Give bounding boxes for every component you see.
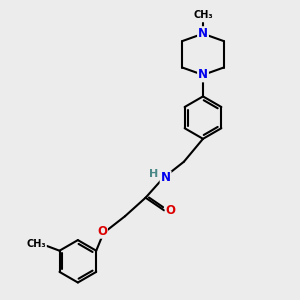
Text: O: O (166, 205, 176, 218)
Text: O: O (97, 225, 107, 238)
Text: N: N (198, 27, 208, 40)
Text: H: H (149, 169, 158, 179)
Text: CH₃: CH₃ (27, 238, 46, 249)
Text: CH₃: CH₃ (193, 11, 213, 20)
Text: N: N (198, 68, 208, 81)
Text: N: N (160, 172, 171, 184)
